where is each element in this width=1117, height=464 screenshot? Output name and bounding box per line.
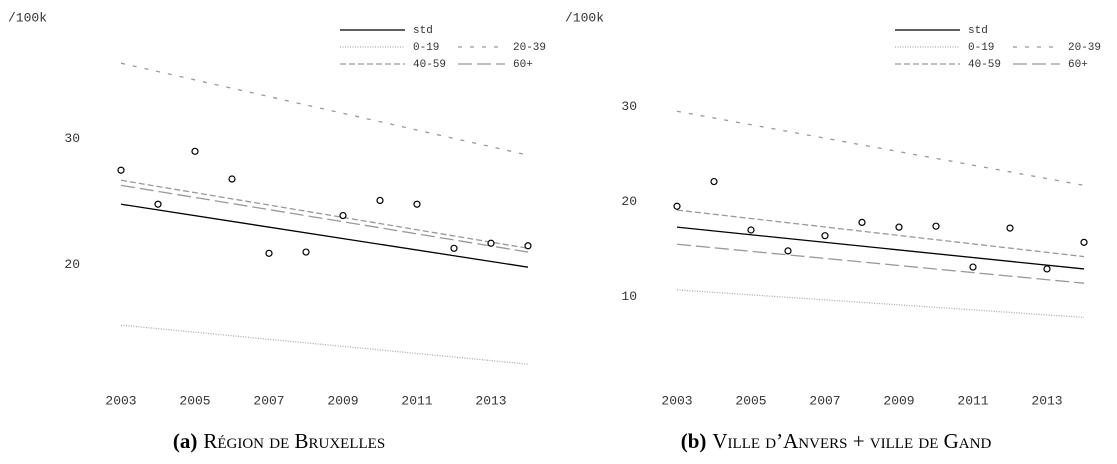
series-line (676, 209, 1085, 258)
caption-text: Région de Bruxelles (203, 429, 385, 453)
x-tick-label: 2007 (809, 393, 840, 408)
caption-text: Ville d’Anvers + ville de Gand (712, 429, 991, 453)
legend-label: 20-39 (513, 42, 546, 54)
series-line (120, 179, 529, 249)
x-tick-label: 2011 (957, 393, 988, 408)
x-tick-label: 2003 (105, 393, 136, 408)
chart-panel: /100k 20 30 2003 2005 2007 2009 2011 2013 std 0-19… (8, 10, 546, 452)
data-point (1006, 224, 1014, 232)
caption: (a) Région de Bruxelles (173, 429, 385, 453)
series-line (676, 226, 1085, 270)
data-point (1080, 238, 1088, 246)
y-tick-label: 10 (621, 289, 637, 304)
data-point (302, 248, 310, 256)
x-tick-label: 2011 (401, 393, 432, 408)
y-tick-label: 20 (64, 257, 80, 272)
data-point (747, 226, 755, 234)
legend-label: 0-19 (413, 42, 439, 54)
legend-label: 0-19 (968, 42, 994, 54)
data-point (117, 166, 125, 174)
data-point (784, 247, 792, 255)
data-point (710, 177, 718, 186)
legend-label: 40-59 (413, 59, 446, 71)
legend-label: 60+ (1068, 59, 1088, 71)
x-tick-label: 2009 (327, 393, 358, 408)
data-point (228, 175, 236, 183)
data-point (487, 239, 495, 247)
data-point (376, 196, 384, 205)
data-point (450, 244, 458, 252)
data-point (524, 242, 532, 250)
y-axis-label: /100k (565, 10, 604, 25)
y-tick-label: 20 (621, 194, 637, 209)
legend-label: std (968, 25, 988, 37)
chart-panel: /100k 10 20 30 2003 2005 2007 2009 2011 2013 std 0-… (565, 10, 1101, 452)
data-point (191, 147, 199, 155)
series-line (676, 110, 1085, 186)
data-point (932, 222, 940, 230)
y-axis-label: /100k (8, 10, 47, 25)
series-line (676, 289, 1085, 319)
caption-label: (b) (681, 429, 707, 453)
legend-label: 60+ (513, 59, 533, 71)
legend-label: 20-39 (1068, 42, 1101, 54)
x-tick-label: 2005 (179, 393, 210, 408)
series-line (676, 243, 1085, 284)
series-line (120, 184, 529, 253)
data-point (895, 223, 903, 231)
x-tick-label: 2007 (253, 393, 284, 408)
legend-label: std (413, 25, 433, 37)
x-tick-label: 2009 (883, 393, 914, 408)
caption-label: (a) (173, 429, 198, 453)
y-tick-label: 30 (621, 99, 637, 114)
x-tick-label: 2003 (661, 393, 692, 408)
data-point (413, 200, 421, 208)
x-tick-label: 2013 (475, 393, 506, 408)
data-point (1043, 265, 1051, 273)
y-tick-label: 30 (64, 131, 80, 146)
data-point (339, 211, 347, 220)
caption: (b) Ville d’Anvers + ville de Gand (681, 429, 992, 453)
x-tick-label: 2005 (735, 393, 766, 408)
x-tick-label: 2013 (1031, 393, 1062, 408)
legend-label: 40-59 (968, 59, 1001, 71)
data-point (969, 263, 977, 271)
series-line (120, 324, 529, 365)
data-point (265, 249, 273, 257)
data-point (673, 202, 681, 210)
data-point (821, 232, 829, 240)
series-line (120, 203, 529, 268)
series-line (120, 62, 529, 156)
data-point (858, 218, 866, 226)
data-point (154, 200, 162, 208)
